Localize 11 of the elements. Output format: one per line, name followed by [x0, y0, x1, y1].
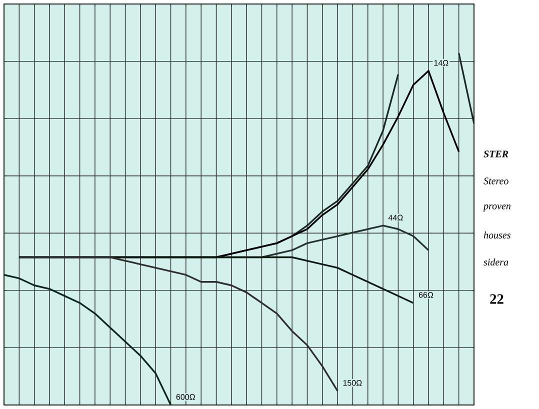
series-label: 66Ω	[418, 292, 434, 298]
text: houses	[484, 231, 510, 239]
series-label: 44Ω	[388, 214, 403, 220]
text: proven	[482, 204, 511, 212]
text: Stereo	[484, 178, 508, 184]
text: sidera	[484, 258, 508, 266]
series-label: 14Ω	[434, 60, 448, 66]
text: STER	[484, 150, 508, 158]
series-label: 150Ω	[343, 380, 362, 386]
series-label: 600Ω	[176, 394, 195, 400]
text: 22	[490, 294, 504, 304]
